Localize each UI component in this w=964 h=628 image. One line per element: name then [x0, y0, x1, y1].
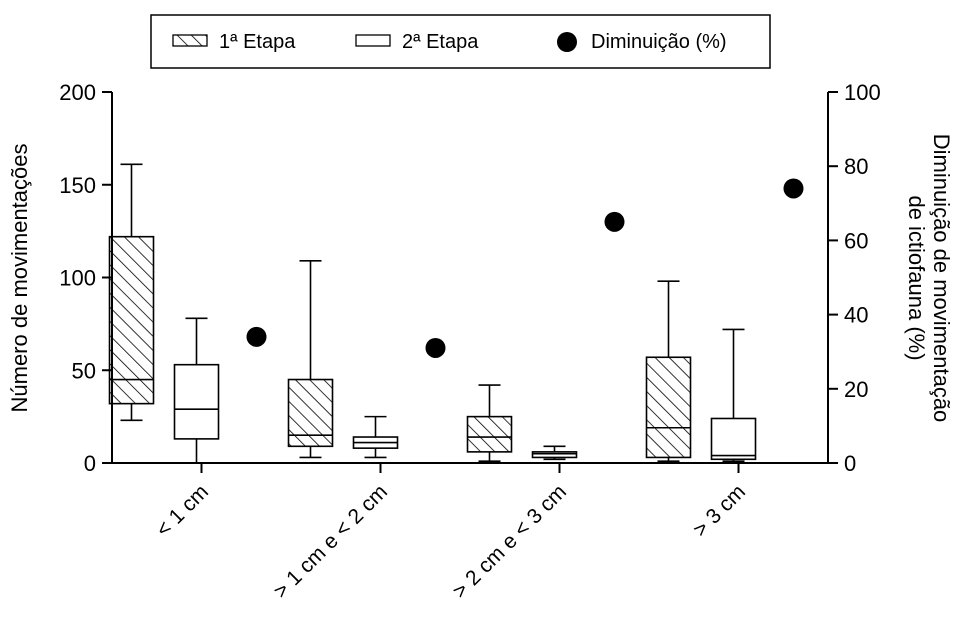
- legend: 1ª Etapa 2ª Etapa Diminuição (%): [150, 14, 771, 69]
- x-tick-label: > 2 cm e < 3 cm: [448, 480, 571, 603]
- right-axis-title-line-1: Diminuição de movimentação: [929, 134, 954, 423]
- x-tick-label: > 1 cm e < 2 cm: [269, 480, 392, 603]
- box-1-3: [466, 384, 513, 462]
- box-2-3: [531, 445, 578, 461]
- x-tick-label: > 3 cm: [689, 480, 750, 541]
- box-body: [108, 235, 155, 405]
- box-2-2: [352, 415, 399, 459]
- right-axis-title: Diminuição de movimentação de ictiofauna…: [904, 134, 954, 423]
- legend-frame: [150, 14, 771, 69]
- decrease-point: [604, 211, 625, 232]
- right-tick-label: 80: [844, 154, 868, 179]
- box-2-4: [710, 328, 757, 462]
- legend-swatch-etapa-1: [172, 34, 208, 47]
- left-tick-label: 200: [59, 80, 96, 105]
- box-body: [466, 415, 513, 453]
- right-tick-label: 20: [844, 377, 868, 402]
- right-tick-label: 60: [844, 228, 868, 253]
- x-tick-label: < 1 cm: [152, 480, 213, 541]
- box-2-1: [173, 317, 220, 464]
- legend-label-etapa-1: 1ª Etapa: [219, 31, 296, 53]
- decrease-points: [246, 178, 804, 358]
- box-body: [710, 417, 757, 461]
- left-tick-label: 150: [59, 173, 96, 198]
- legend-marker-diminuicao: [557, 32, 577, 52]
- x-axis-ticks: < 1 cm > 1 cm e < 2 cm > 2 cm e < 3 cm > 3 …: [152, 463, 750, 603]
- box-1-2: [287, 260, 334, 459]
- box-body: [287, 378, 334, 448]
- right-tick-label: 0: [844, 451, 856, 476]
- box-body: [173, 363, 220, 440]
- box-body: [645, 356, 692, 459]
- decrease-point: [246, 326, 267, 347]
- left-axis-ticks: 0 50 100 150 200: [59, 80, 112, 476]
- legend-swatch-etapa-2: [355, 34, 391, 47]
- right-axis-ticks: 0 20 40 60 80 100: [828, 80, 881, 476]
- decrease-point: [425, 337, 446, 358]
- left-axis-title: Número de movimentações: [7, 143, 32, 412]
- left-tick-label: 100: [59, 266, 96, 291]
- right-tick-label: 100: [844, 80, 881, 105]
- decrease-point: [783, 178, 804, 199]
- right-axis-title-line-2: de ictiofauna (%): [904, 195, 929, 360]
- box-plots: [108, 163, 757, 464]
- left-tick-label: 50: [72, 358, 96, 383]
- legend-label-etapa-2: 2ª Etapa: [402, 31, 479, 53]
- box-1-1: [108, 163, 155, 422]
- right-tick-label: 40: [844, 303, 868, 328]
- box-1-4: [645, 280, 692, 462]
- left-tick-label: 0: [84, 451, 96, 476]
- box-body: [531, 451, 578, 459]
- legend-label-diminuicao: Diminuição (%): [591, 31, 727, 53]
